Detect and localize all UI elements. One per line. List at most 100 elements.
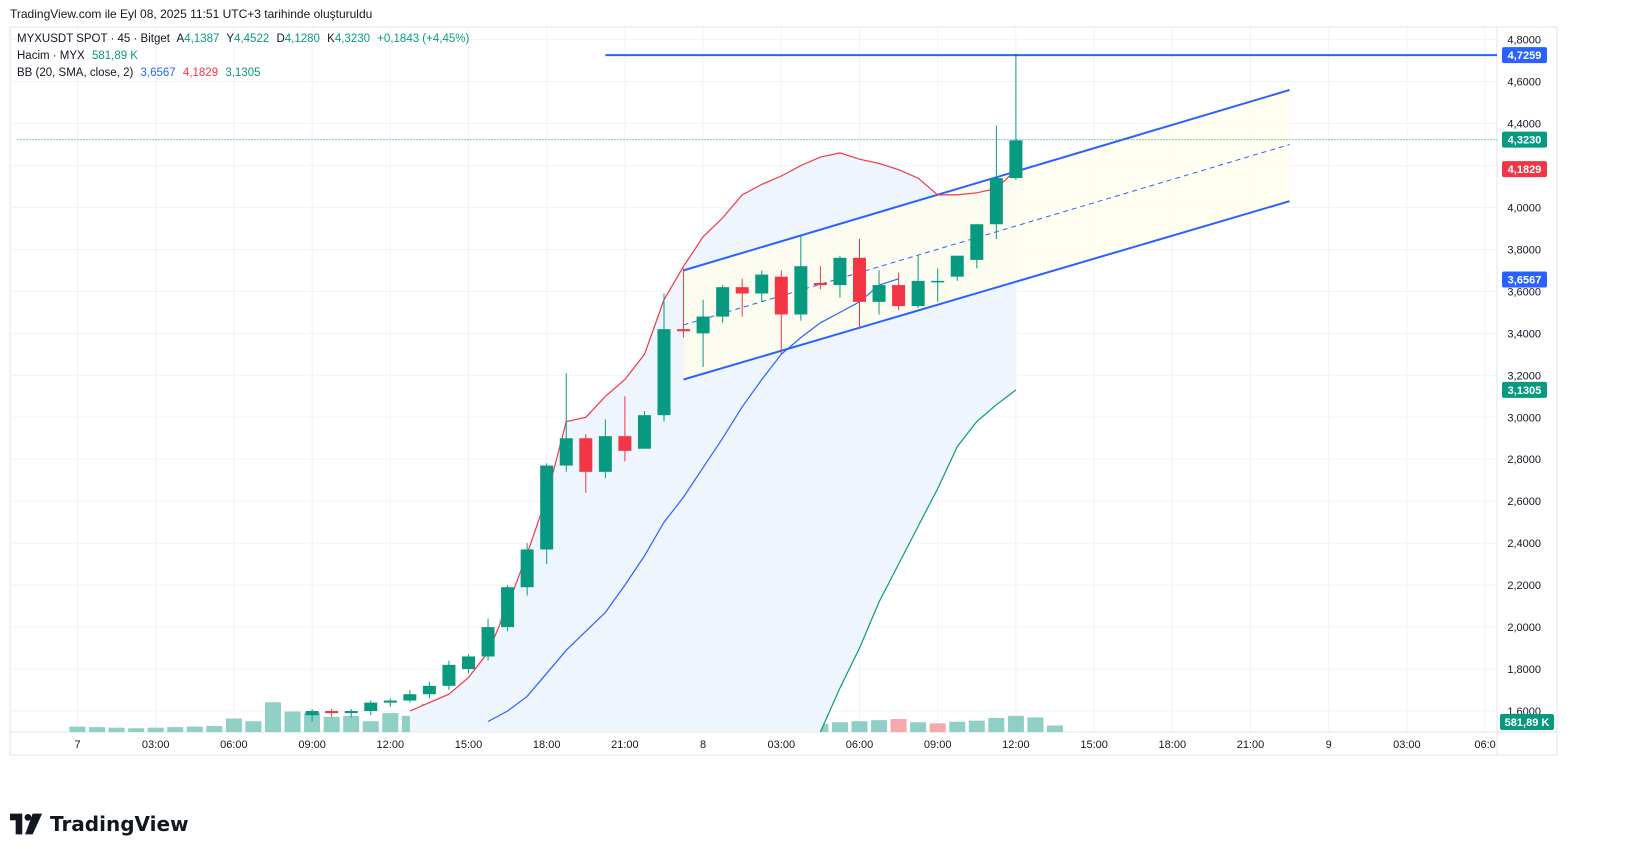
candle-body — [696, 316, 710, 334]
candle-body — [677, 329, 691, 332]
candle-body — [970, 224, 984, 260]
candle-body — [598, 436, 612, 472]
volume-bar — [382, 713, 399, 732]
y-tick-label: 3,2000 — [1507, 370, 1541, 382]
volume-bar — [890, 719, 907, 732]
volume-bar — [69, 726, 86, 732]
y-tick-label: 2,4000 — [1507, 538, 1541, 550]
candle-body — [872, 285, 886, 302]
volume-label-text: 581,89 K — [1505, 717, 1550, 729]
volume-bar — [147, 727, 164, 732]
volume-bar — [871, 720, 888, 732]
legend-bb-lower: 3,1305 — [225, 67, 261, 79]
candle-body — [892, 285, 906, 307]
candle-body — [911, 280, 925, 307]
candle-body — [950, 255, 964, 277]
legend-bb-upper: 4,1829 — [182, 67, 219, 79]
candle-body — [716, 287, 730, 317]
candle-body — [579, 438, 593, 472]
candle-body — [833, 257, 847, 286]
x-tick-label: 15:00 — [1080, 739, 1108, 751]
x-tick-label: 06:00 — [846, 739, 874, 751]
parallel-channel[interactable] — [683, 88, 1290, 381]
volume-bar — [89, 727, 106, 732]
candle-body — [774, 276, 788, 315]
channel-upper-line — [683, 88, 1290, 272]
volume-bar — [910, 722, 927, 732]
volume-bar — [186, 726, 203, 732]
bollinger-lower-line — [819, 389, 1017, 733]
y-tick-label: 2,2000 — [1507, 580, 1541, 592]
candle-body — [364, 702, 378, 712]
candle-body — [794, 266, 808, 315]
candle-body — [1009, 140, 1023, 179]
price-label-text: 4,3230 — [1508, 135, 1542, 147]
volume-bar — [128, 728, 145, 732]
x-tick-label: 7 — [74, 739, 80, 751]
x-tick-label: 09:00 — [298, 739, 326, 751]
candle-body — [853, 257, 866, 302]
y-tick-label: 2,6000 — [1507, 496, 1541, 508]
volume-bar — [1047, 725, 1063, 732]
legend-volume-label[interactable]: Hacim · MYX — [17, 50, 85, 62]
channel-middle-line — [683, 144, 1290, 326]
x-tick-label: 06:00 — [220, 739, 248, 751]
price-label-box — [1502, 381, 1547, 398]
y-tick-label: 1,8000 — [1507, 664, 1541, 676]
y-tick-label: 3,0000 — [1507, 412, 1541, 424]
x-tick-label: 09:00 — [924, 739, 952, 751]
legend-open-label: A — [176, 33, 185, 45]
volume-bar — [949, 721, 966, 732]
x-tick-label: 18:00 — [533, 739, 561, 751]
legend-symbol-line: MYXUSDT SPOT · 45 · Bitget A4,1387 Y4,45… — [17, 33, 473, 45]
candle-body — [989, 178, 1003, 225]
legend-bb-label[interactable]: BB (20, SMA, close, 2) — [17, 67, 134, 79]
volume-bar — [343, 715, 360, 732]
y-tick-label: 3,8000 — [1507, 244, 1541, 256]
volume-bar — [988, 717, 1005, 732]
legend-bb-basis: 3,6567 — [140, 67, 176, 79]
candle-body — [540, 465, 554, 550]
x-tick-label: 06:0 — [1474, 739, 1495, 751]
candle-body — [755, 274, 769, 294]
x-tick-label: 15:00 — [455, 739, 483, 751]
volume-bar — [851, 721, 868, 732]
price-label-text: 4,1829 — [1508, 164, 1542, 176]
y-tick-label: 4,6000 — [1507, 77, 1541, 89]
candle-body — [442, 664, 456, 686]
volume-bar — [108, 727, 125, 732]
volume-bar — [1007, 715, 1024, 732]
x-tick-label: 9 — [1326, 739, 1332, 751]
bollinger-basis-line — [487, 278, 899, 723]
legend-volume-value: 581,89 K — [91, 50, 138, 62]
legend-volume-line: Hacim · MYX 581,89 K — [17, 50, 142, 62]
candle-body — [559, 438, 573, 466]
tradingview-logo-icon — [10, 813, 43, 835]
x-tick-label: 8 — [700, 739, 706, 751]
price-label-text: 4,7259 — [1508, 50, 1542, 62]
price-label-box — [1502, 47, 1547, 64]
horizontal-lines[interactable] — [17, 54, 1498, 141]
legend-change: +0,1843 (+4,45%) — [377, 33, 470, 45]
volume-bar — [167, 727, 184, 732]
chart-frame — [9, 26, 1558, 756]
x-tick-label: 12:00 — [1002, 739, 1030, 751]
tradingview-logo[interactable]: TradingView — [10, 812, 189, 836]
legend-symbol[interactable]: MYXUSDT SPOT · 45 · Bitget — [17, 33, 170, 45]
price-label-text: 3,1305 — [1508, 385, 1542, 397]
brand-name: TradingView — [50, 812, 189, 836]
candle-body — [383, 700, 397, 703]
volume-bar — [831, 722, 848, 732]
candles — [305, 54, 1023, 722]
price-label-text: 3,6567 — [1508, 274, 1542, 286]
axes: 1,60001,80002,00002,20002,40002,60002,80… — [74, 35, 1554, 751]
legend-close-value: 4,3230 — [334, 33, 371, 45]
candle-body — [501, 587, 515, 628]
volume-label-box — [1500, 714, 1554, 730]
volume-bar — [323, 716, 340, 732]
x-tick-label: 18:00 — [1159, 739, 1187, 751]
y-tick-label: 3,4000 — [1507, 328, 1541, 340]
candle-body — [462, 656, 475, 670]
candle-body — [422, 685, 436, 695]
